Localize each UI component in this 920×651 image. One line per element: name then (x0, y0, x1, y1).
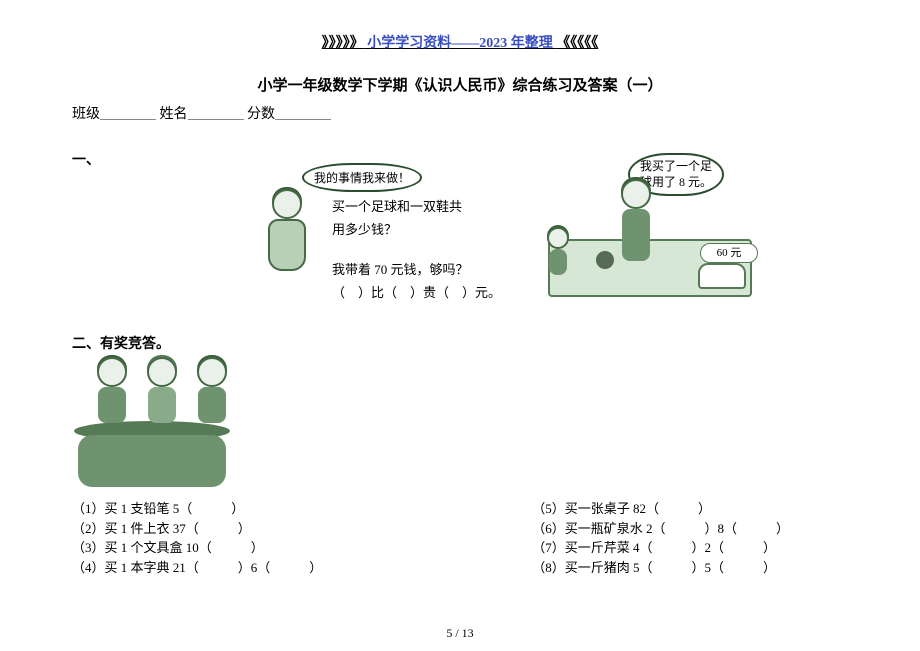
trio-kid (190, 359, 234, 423)
page-number: 5 / 13 (0, 626, 920, 641)
header-suffix: 《《《《《 (556, 36, 598, 51)
panel-left: 我的事情我来做！ 买一个足球和一双鞋共 用多少钱？ 我带着 70 元钱，够吗？ … (242, 163, 502, 313)
left-line4: （ ）比（ ）贵（ ）元。 (332, 281, 501, 304)
list-item: （1）买 1 支铅笔 5（ ） (72, 499, 322, 519)
list-item: （4）买 1 本字典 21（ ）6（ ） (72, 558, 322, 578)
panel-right: 我买了一个足 球用了 8 元。 60 元 (538, 163, 758, 297)
soccer-ball-icon (596, 251, 614, 269)
list-item: （3）买 1 个文具盒 10（ ） (72, 538, 322, 558)
class-blank (100, 105, 156, 120)
girl-figure (268, 191, 306, 271)
list-item: （7）买一斤芹菜 4（ ）2（ ） (532, 538, 789, 558)
list-item: （8）买一斤猪肉 5（ ）5（ ） (532, 558, 789, 578)
illustration-row: 我的事情我来做！ 买一个足球和一双鞋共 用多少钱？ 我带着 70 元钱，够吗？ … (72, 163, 848, 323)
kid-figure (542, 229, 574, 287)
info-row: 班级 姓名 分数 (72, 103, 848, 123)
question-lists: （1）买 1 支铅笔 5（ ） （2）买 1 件上衣 37（ ） （3）买 1 … (72, 499, 848, 577)
shoe-icon (698, 263, 746, 289)
score-blank (275, 105, 331, 120)
header-prefix: 》》》》》 (322, 36, 364, 51)
list-item: （5）买一张桌子 82（ ） (532, 499, 789, 519)
name-label: 姓名 (160, 107, 188, 122)
list-item: （6）买一瓶矿泉水 2（ ）8（ ） (532, 519, 789, 539)
kids-trio-illustration (72, 359, 232, 487)
class-label: 班级 (72, 107, 100, 122)
header-line: 》》》》》 小学学习资料——2023 年整理 《《《《《 (72, 32, 848, 52)
right-bubble-l1: 我买了一个足 (640, 159, 712, 175)
name-blank (188, 105, 244, 120)
header-link: 小学学习资料——2023 年整理 (364, 36, 557, 51)
list-item: （2）买 1 件上衣 37（ ） (72, 519, 322, 539)
worksheet-title: 小学一年级数学下学期《认识人民币》综合练习及答案（一） (72, 74, 848, 95)
left-line2: 用多少钱？ (332, 218, 501, 241)
trio-kid (140, 359, 184, 423)
left-line3: 我带着 70 元钱，够吗？ (332, 258, 501, 281)
score-label: 分数 (247, 107, 275, 122)
section-two-heading: 二、有奖竞答。 (72, 333, 848, 353)
clerk-figure (614, 181, 658, 269)
left-line1: 买一个足球和一双鞋共 (332, 195, 501, 218)
left-bubble: 我的事情我来做！ (302, 163, 422, 192)
left-list: （1）买 1 支铅笔 5（ ） （2）买 1 件上衣 37（ ） （3）买 1 … (72, 499, 322, 577)
price-tag: 60 元 (700, 243, 758, 263)
left-text-block: 买一个足球和一双鞋共 用多少钱？ 我带着 70 元钱，够吗？ （ ）比（ ）贵（… (332, 195, 501, 305)
trio-kid (90, 359, 134, 423)
right-list: （5）买一张桌子 82（ ） （6）买一瓶矿泉水 2（ ）8（ ） （7）买一斤… (532, 499, 789, 577)
